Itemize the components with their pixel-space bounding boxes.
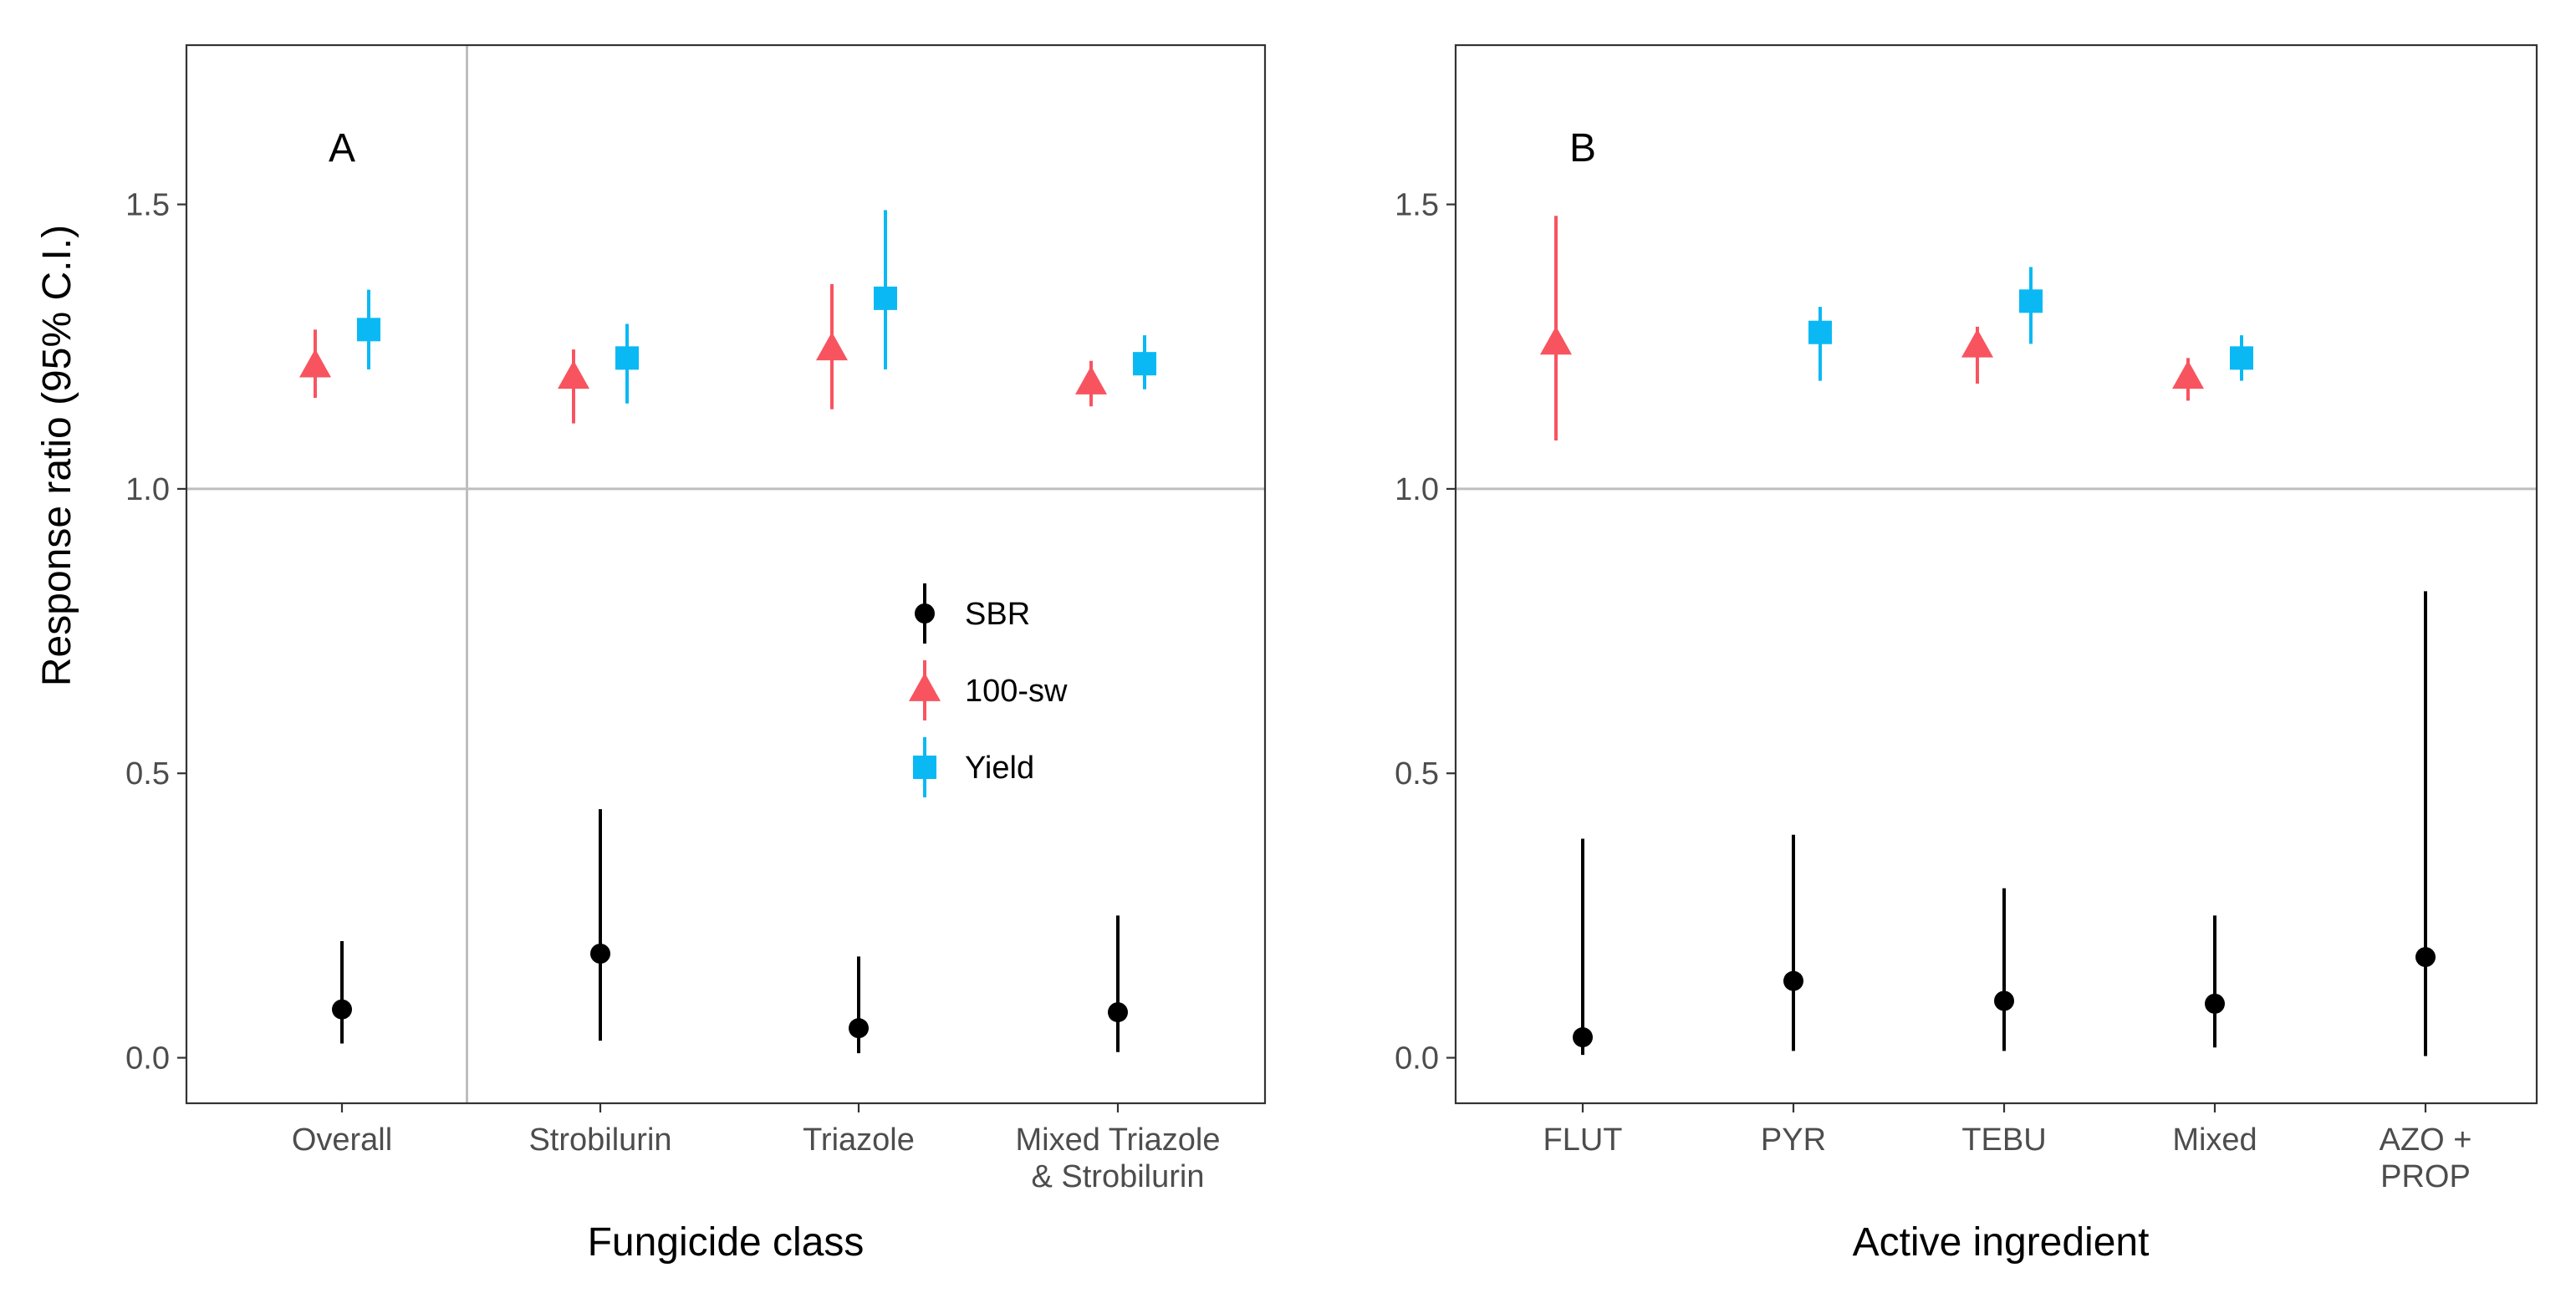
panel-b-y-tick-label: 1.5: [1395, 188, 1439, 223]
panel-b-sbr-mixed-point: [2205, 993, 2225, 1014]
panel-a-x-tick-label-mixed-triazole-strobilurin: Mixed Triazole & Strobilurin: [1016, 1122, 1221, 1194]
panel-b-y-tick-label: 0.5: [1395, 756, 1439, 792]
panel-b-sbr-pyr-point: [1783, 970, 1803, 991]
panel-a-x-axis-title: Fungicide class: [588, 1220, 865, 1265]
panel-b-y-tick-label: 1.0: [1395, 472, 1439, 507]
panel-b-x-tick-label-mixed: Mixed: [2172, 1122, 2257, 1158]
panel-a-sbr-mixed-triazole-strobilurin-point: [1108, 1002, 1128, 1023]
panel-b-x-axis-title: Active ingredient: [1853, 1220, 2150, 1265]
panel-b-x-tick-label-azo-prop: AZO + PROP: [2380, 1122, 2472, 1194]
panel-b-sbr-flut-point: [1573, 1027, 1593, 1048]
panel-a-100-sw-strobilurin-point: [558, 360, 589, 389]
legend-key-triangle-icon: [909, 672, 941, 701]
panel-b-x-tick-label-tebu: TEBU: [1961, 1122, 2046, 1158]
panel-b-yield-tebu-point: [2019, 289, 2043, 313]
panel-b-100-sw-mixed-point: [2172, 360, 2204, 389]
y-axis-title: Response ratio (95% C.I.): [35, 225, 79, 686]
panel-a-y-tick-label: 0.0: [125, 1041, 170, 1077]
panel-b-y-axis: 0.0 0.5 1.0 1.5: [1395, 188, 1456, 1077]
panel-a-x-tick-label-triazole: Triazole: [803, 1122, 915, 1158]
panel-a-100-sw-mixed-triazole-strobilurin-point: [1075, 365, 1107, 395]
panel-a-frame: [185, 43, 1267, 1105]
panel-a-y-axis: 0.0 0.5 1.0 1.5: [125, 188, 186, 1077]
panel-a-y-tick-label: 1.5: [125, 188, 170, 223]
panel-a-sbr-triazole-point: [849, 1018, 869, 1039]
panel-a-yield-triazole-point: [874, 286, 897, 310]
legend-item-yield: Yield: [913, 737, 1034, 797]
panel-b-sbr-azo-prop-point: [2415, 947, 2436, 968]
panel-a-yield-overall-point: [357, 318, 380, 342]
panel-a-y-tick-label: 1.0: [125, 472, 170, 507]
panel-b-sbr-tebu-point: [1994, 990, 2014, 1011]
panel-b-y-tick-label: 0.0: [1395, 1041, 1439, 1077]
panel-b-frame: [1454, 43, 2538, 1105]
panel-a-sbr-strobilurin-point: [590, 943, 610, 964]
legend-item-100-sw: 100-sw: [909, 660, 1068, 720]
panel-a: 0.0 0.5 1.0 1.5 Overall Strobilurin Triazole M…: [125, 43, 1267, 1265]
legend-key-circle-icon: [915, 603, 935, 624]
legend-item-sbr: SBR: [915, 583, 1030, 644]
legend-label: 100-sw: [965, 674, 1068, 709]
panel-b-yield-mixed-point: [2230, 346, 2253, 370]
legend-label: SBR: [965, 597, 1030, 632]
panel-a-x-tick-label-overall: Overall: [292, 1122, 392, 1158]
panel-a-yield-strobilurin-point: [615, 346, 639, 370]
panel-a-yield-mixed-triazole-strobilurin-point: [1133, 352, 1156, 376]
legend-label: Yield: [965, 751, 1034, 786]
legend: SBR 100-sw Yield: [909, 583, 1068, 797]
panel-a-reference-lines: [186, 45, 1265, 1103]
legend-key-square-icon: [913, 756, 936, 779]
panel-a-x-tick-label-strobilurin: Strobilurin: [528, 1122, 671, 1158]
panel-b-marks: [1540, 216, 2436, 1056]
panel-b-100-sw-tebu-point: [1961, 328, 1993, 358]
panel-a-tag: A: [329, 126, 355, 171]
panel-b-x-axis: FLUT PYR TEBU Mixed AZO + PROP: [1543, 1103, 2472, 1194]
panel-a-y-tick-label: 0.5: [125, 756, 170, 792]
panel-b-yield-pyr-point: [1808, 320, 1832, 344]
panel-a-x-axis: Overall Strobilurin Triazole Mixed Triazole…: [292, 1103, 1221, 1194]
panel-b-x-tick-label-pyr: PYR: [1761, 1122, 1826, 1158]
panel-a-100-sw-triazole-point: [816, 332, 848, 361]
panel-a-sbr-overall-point: [332, 999, 352, 1020]
panel-a-marks: [299, 210, 1156, 1054]
panel-a-100-sw-overall-point: [299, 349, 331, 378]
panel-b-x-tick-label-flut: FLUT: [1543, 1122, 1623, 1158]
panel-b-tag: B: [1569, 126, 1596, 171]
panel-b-100-sw-flut-point: [1540, 326, 1572, 355]
panel-b: 0.0 0.5 1.0 1.5 FLUT PYR TEBU Mixed AZO + PROP B…: [1395, 43, 2538, 1265]
